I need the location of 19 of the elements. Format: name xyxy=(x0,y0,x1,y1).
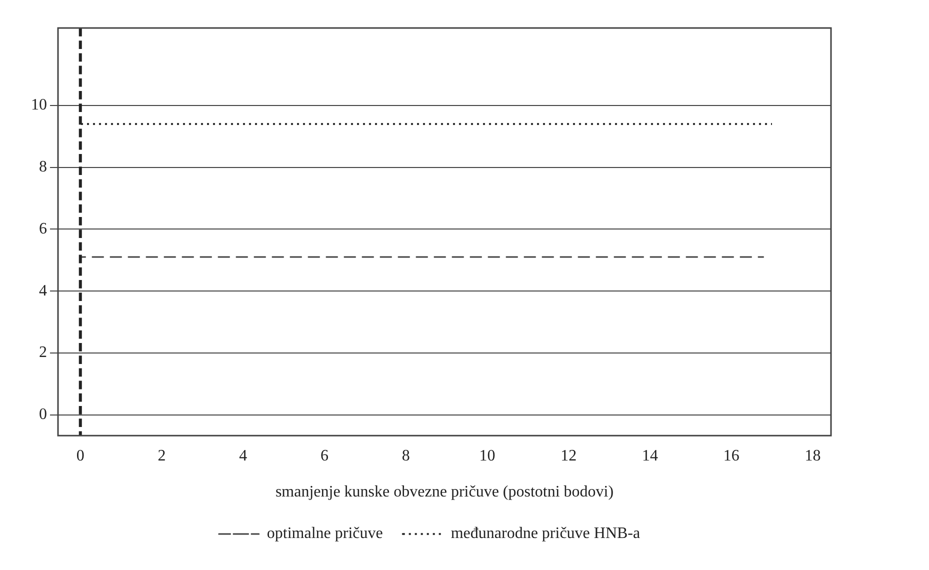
x-tick-label: 14 xyxy=(642,447,658,464)
x-tick-label: 2 xyxy=(158,447,166,464)
x-axis-title: smanjenje kunske obvezne pričuve (postotni bodovi) xyxy=(275,484,614,501)
x-tick-label: 16 xyxy=(723,447,740,464)
y-tick-label: 10 xyxy=(31,96,47,114)
legend-label: međunarodne pričuve HNB-a xyxy=(450,525,640,542)
y-tick-label: 0 xyxy=(39,406,47,424)
x-tick-label: 18 xyxy=(804,447,821,464)
y-tick-label: 2 xyxy=(39,344,47,362)
x-tick-label: 6 xyxy=(320,447,328,464)
x-tick-label: 12 xyxy=(560,447,577,464)
x-tick-label: 4 xyxy=(239,447,248,464)
y-tick-label: 8 xyxy=(39,158,47,176)
x-tick-label: 8 xyxy=(402,447,410,464)
x-tick-label: 0 xyxy=(76,447,84,464)
x-tick-label: 10 xyxy=(479,447,496,464)
legend-label: optimalne pričuve xyxy=(266,525,383,542)
y-tick-label: 6 xyxy=(39,220,47,238)
y-tick-label: 4 xyxy=(39,282,47,300)
